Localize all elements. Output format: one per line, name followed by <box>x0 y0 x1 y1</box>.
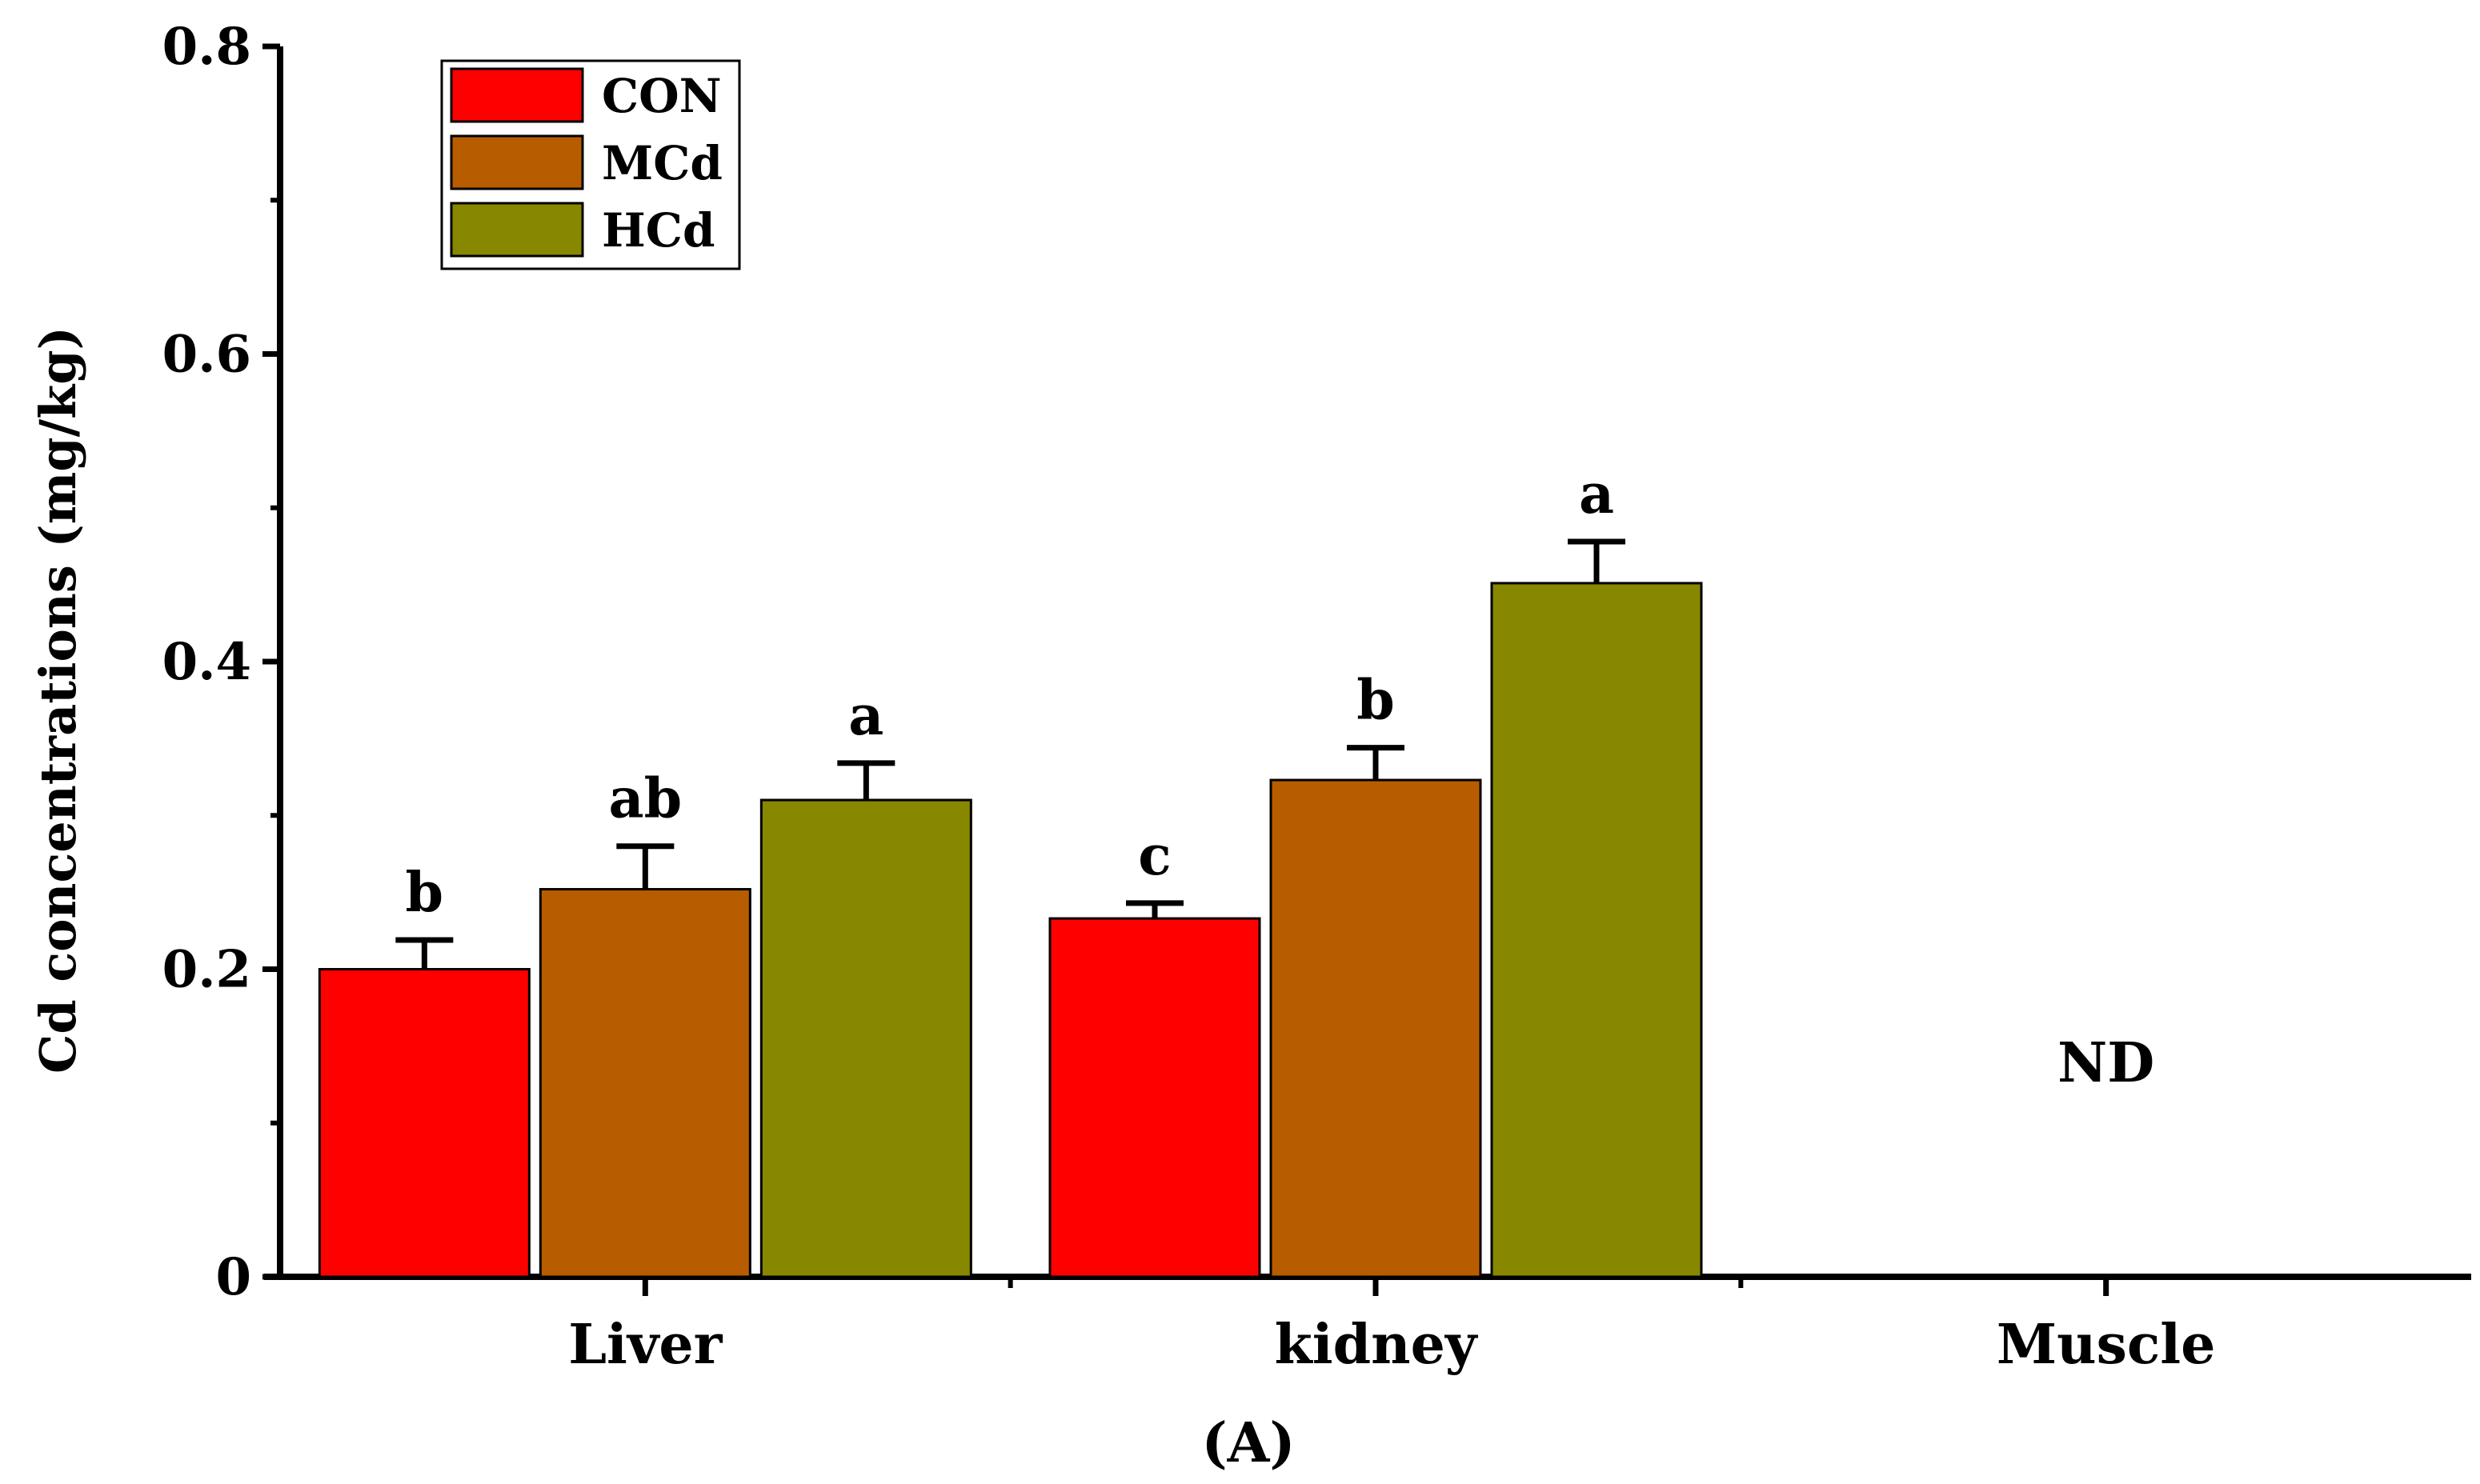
y-axis-title: Cd concentrations (mg/kg) <box>29 326 87 1074</box>
bar-mcd-kidney <box>1269 778 1482 1278</box>
bars <box>318 538 1703 1278</box>
x-category-label: Muscle <box>1997 1313 2216 1377</box>
y-tick-label: 0.8 <box>162 17 251 77</box>
bar-con-kidney <box>1048 917 1261 1278</box>
legend-swatch-hcd <box>450 202 584 258</box>
significance-label: a <box>1579 462 1614 526</box>
legend: CON MCd HCd <box>440 59 741 270</box>
legend-label-hcd: HCd <box>602 203 715 258</box>
annotations: b c ab b a a ND <box>406 462 2155 1095</box>
bar-hcd-liver <box>759 798 972 1278</box>
legend-swatch-mcd <box>450 134 584 190</box>
bar-hcd-kidney <box>1490 582 1703 1278</box>
significance-label: c <box>1138 824 1171 888</box>
legend-label-mcd: MCd <box>602 136 723 190</box>
significance-label: b <box>406 861 444 925</box>
legend-label-con: CON <box>602 69 722 123</box>
legend-swatch-con <box>450 67 584 123</box>
not-detected-label: ND <box>2057 1031 2154 1095</box>
bar-mcd-liver <box>539 888 751 1278</box>
significance-label: b <box>1356 669 1395 733</box>
x-category-label: Liver <box>568 1313 723 1377</box>
significance-label: a <box>848 684 883 748</box>
y-tick-label: 0 <box>215 1247 251 1307</box>
y-tick-label: 0.4 <box>162 632 251 692</box>
bar-con-liver <box>318 968 531 1278</box>
y-tick-label: 0.2 <box>162 940 251 1000</box>
significance-label: ab <box>609 767 683 831</box>
x-category-label: kidney <box>1275 1313 1479 1377</box>
panel-label: (A) <box>1201 1411 1295 1475</box>
y-tick-label: 0.6 <box>162 325 251 385</box>
